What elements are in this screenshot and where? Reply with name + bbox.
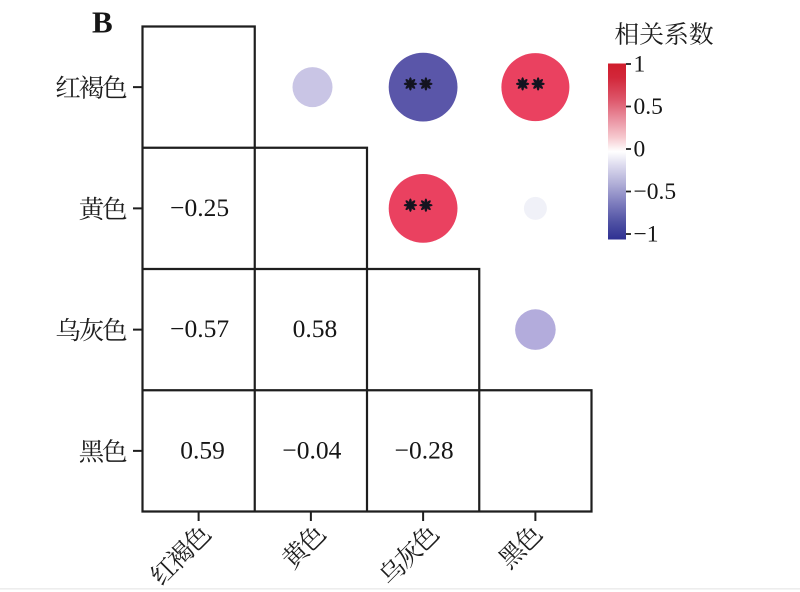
svg-text:1: 1 bbox=[634, 52, 646, 78]
svg-text:−0.5: −0.5 bbox=[634, 179, 677, 205]
svg-text:−0.25: −0.25 bbox=[170, 193, 229, 222]
svg-text:−0.57: −0.57 bbox=[170, 314, 229, 343]
svg-text:0.5: 0.5 bbox=[634, 94, 663, 120]
svg-text:−0.04: −0.04 bbox=[282, 435, 341, 464]
svg-text:0.58: 0.58 bbox=[293, 314, 338, 343]
svg-text:−1: −1 bbox=[634, 222, 659, 248]
svg-text:0.59: 0.59 bbox=[180, 435, 225, 464]
svg-text:B: B bbox=[92, 5, 113, 40]
svg-text:0: 0 bbox=[634, 137, 646, 163]
svg-text:−0.28: −0.28 bbox=[395, 435, 454, 464]
